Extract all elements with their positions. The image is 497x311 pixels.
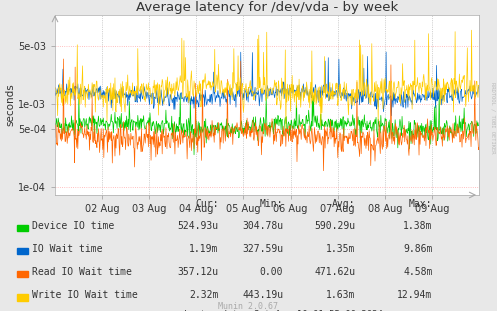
Bar xyxy=(17,248,28,254)
Title: Average latency for /dev/vda - by week: Average latency for /dev/vda - by week xyxy=(136,1,398,14)
Text: Max:: Max: xyxy=(409,199,432,209)
Text: 524.93u: 524.93u xyxy=(177,220,219,231)
Text: 1.35m: 1.35m xyxy=(326,244,355,254)
Text: 357.12u: 357.12u xyxy=(177,267,219,277)
Bar xyxy=(17,225,28,231)
Text: RRDTOOL / TOBI OETIKER: RRDTOOL / TOBI OETIKER xyxy=(491,82,496,154)
Text: 1.38m: 1.38m xyxy=(403,220,432,231)
Text: Read IO Wait time: Read IO Wait time xyxy=(32,267,132,277)
Text: 327.59u: 327.59u xyxy=(242,244,283,254)
Text: Min:: Min: xyxy=(260,199,283,209)
Text: IO Wait time: IO Wait time xyxy=(32,244,103,254)
Bar xyxy=(17,271,28,277)
Text: 443.19u: 443.19u xyxy=(242,290,283,300)
Text: Munin 2.0.67: Munin 2.0.67 xyxy=(219,302,278,311)
Text: 1.19m: 1.19m xyxy=(189,244,219,254)
Text: Last update: Sat Aug 10 01:55:00 2024: Last update: Sat Aug 10 01:55:00 2024 xyxy=(184,310,383,311)
Text: 0.00: 0.00 xyxy=(260,267,283,277)
Text: Cur:: Cur: xyxy=(195,199,219,209)
Text: Avg:: Avg: xyxy=(332,199,355,209)
Text: 590.29u: 590.29u xyxy=(314,220,355,231)
Text: 4.58m: 4.58m xyxy=(403,267,432,277)
Text: 304.78u: 304.78u xyxy=(242,220,283,231)
Bar xyxy=(17,294,28,300)
Text: 471.62u: 471.62u xyxy=(314,267,355,277)
Y-axis label: seconds: seconds xyxy=(5,84,15,126)
Text: Device IO time: Device IO time xyxy=(32,220,114,231)
Text: 1.63m: 1.63m xyxy=(326,290,355,300)
Text: Write IO Wait time: Write IO Wait time xyxy=(32,290,138,300)
Text: 2.32m: 2.32m xyxy=(189,290,219,300)
Text: 9.86m: 9.86m xyxy=(403,244,432,254)
Text: 12.94m: 12.94m xyxy=(397,290,432,300)
